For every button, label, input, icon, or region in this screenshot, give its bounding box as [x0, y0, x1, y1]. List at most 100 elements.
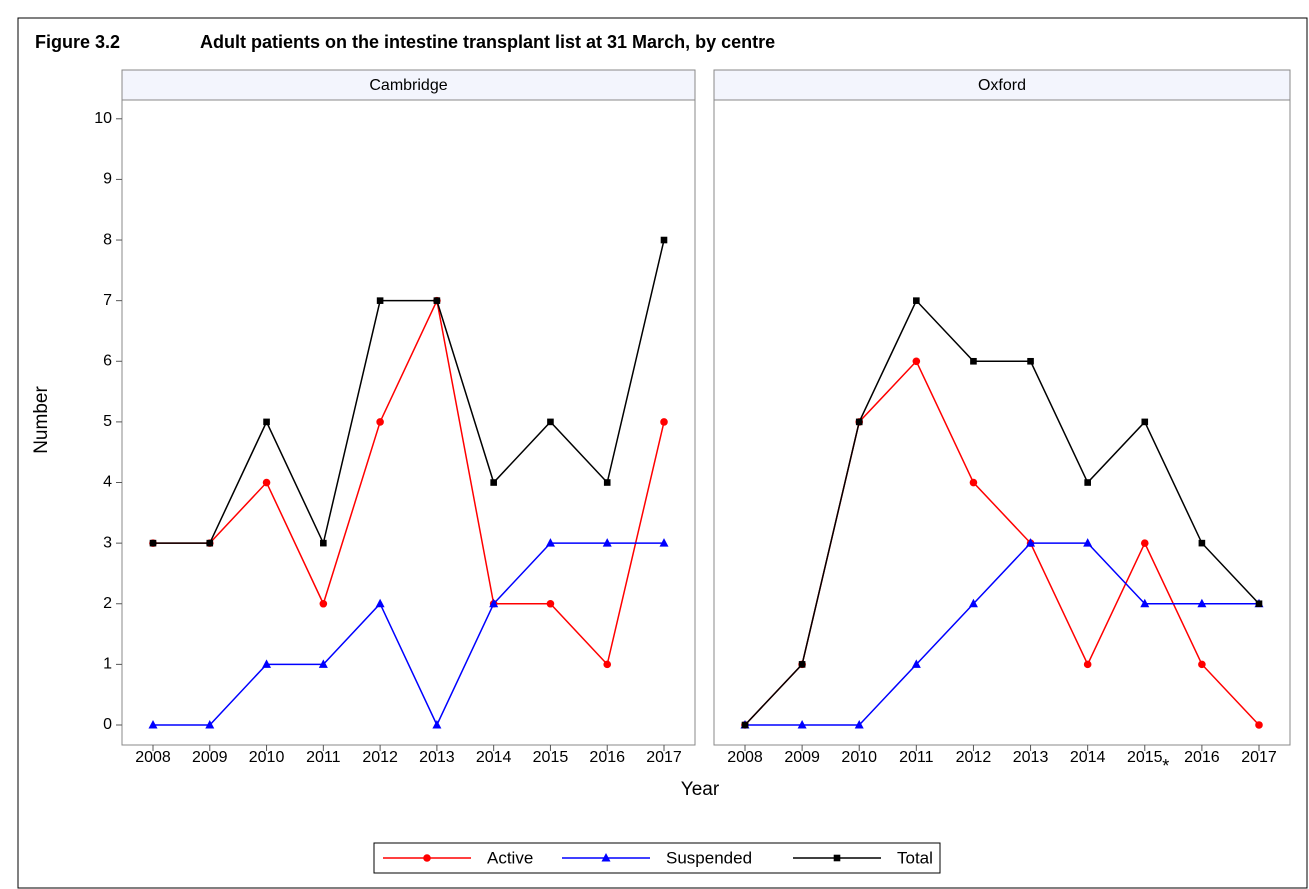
plot-area [121, 99, 696, 746]
marker [1083, 660, 1092, 669]
y-tick-label: 9 [103, 171, 112, 188]
marker [375, 598, 385, 608]
marker [376, 418, 384, 426]
plot-area [713, 99, 1291, 746]
marker [262, 478, 271, 487]
marker [376, 297, 384, 304]
x-tick-label: 2014 [1070, 749, 1106, 766]
y-tick-label: 1 [103, 656, 112, 673]
marker [968, 598, 978, 608]
marker [206, 539, 214, 547]
panel-title: Oxford [978, 77, 1026, 94]
figure-title: Adult patients on the intestine transpla… [200, 32, 775, 52]
figure-label: Figure 3.2 [35, 32, 120, 52]
marker [659, 538, 669, 547]
x-axis-label: Year [681, 779, 720, 800]
x-tick-label: 2015 [1127, 749, 1163, 766]
marker [1255, 721, 1263, 729]
marker [490, 479, 497, 486]
panel-header [713, 69, 1291, 101]
marker [833, 854, 841, 862]
figure-frame [17, 17, 1308, 889]
marker [1027, 357, 1034, 365]
marker [433, 297, 441, 304]
marker [318, 659, 328, 668]
marker [546, 599, 555, 608]
x-tick-label: 2010 [841, 749, 877, 766]
x-tick-label: 2016 [589, 749, 625, 766]
x-tick-label: 2008 [135, 749, 171, 766]
x-tick-label: 2017 [1241, 749, 1277, 766]
y-tick-label: 8 [103, 231, 112, 248]
marker [545, 538, 555, 547]
marker [911, 659, 921, 668]
marker [1083, 538, 1093, 547]
y-tick-label: 5 [103, 413, 112, 430]
legend-label: Active [487, 848, 533, 867]
x-tick-label: 2014 [476, 749, 512, 766]
marker [262, 659, 272, 668]
x-tick-label: 2012 [956, 749, 992, 766]
y-tick-label: 2 [103, 595, 112, 612]
marker [1141, 418, 1149, 426]
marker [489, 598, 499, 608]
y-axis-label: Number [31, 386, 52, 454]
x-tick-label: 2016 [1184, 749, 1220, 766]
marker [660, 236, 668, 244]
marker [603, 479, 611, 486]
marker [913, 297, 920, 304]
marker [1255, 600, 1263, 608]
x-tick-label: 2011 [899, 749, 934, 766]
x-tick-label: 2013 [1013, 749, 1049, 766]
marker [263, 418, 270, 426]
marker [1140, 539, 1149, 547]
marker [601, 853, 611, 862]
y-tick-label: 4 [103, 474, 112, 491]
y-tick-label: 6 [103, 352, 112, 369]
marker [149, 539, 157, 547]
marker [319, 599, 328, 608]
y-tick-label: 10 [94, 110, 112, 127]
marker [423, 854, 431, 862]
x-tick-label: 2010 [249, 749, 285, 766]
marker [912, 357, 921, 366]
x-tick-label: 2009 [784, 749, 820, 766]
marker [432, 719, 442, 729]
x-tick-label: 2009 [192, 749, 228, 766]
panel-header [121, 69, 696, 101]
marker [1026, 538, 1036, 547]
marker [603, 660, 612, 669]
x-tick-label: 2011 [306, 749, 341, 766]
legend-label: Total [897, 848, 933, 867]
marker [1197, 598, 1207, 608]
x-tick-label: 2017 [646, 749, 682, 766]
marker [798, 661, 806, 668]
y-tick-label: 7 [103, 292, 112, 309]
x-tick-label: 2008 [727, 749, 763, 766]
series-line [153, 239, 665, 546]
x-tick-label: 2013 [419, 749, 455, 766]
series-line [153, 542, 664, 727]
marker [797, 719, 807, 729]
marker [854, 719, 864, 729]
marker [970, 357, 977, 365]
marker [205, 719, 215, 729]
marker [148, 719, 158, 729]
marker [1084, 479, 1091, 486]
series-line [153, 298, 665, 666]
x-tick-label: 2012 [362, 749, 398, 766]
y-tick-label: 3 [103, 534, 112, 551]
marker [1140, 598, 1150, 608]
marker [547, 418, 554, 426]
marker [855, 418, 863, 426]
y-tick-label: 0 [103, 716, 112, 733]
marker [1198, 660, 1206, 669]
legend-label: Suspended [666, 848, 752, 867]
marker [660, 418, 668, 426]
series-line [744, 299, 1260, 726]
marker [320, 539, 327, 547]
series-line [745, 542, 1259, 726]
marker [741, 721, 749, 729]
marker [969, 478, 978, 487]
